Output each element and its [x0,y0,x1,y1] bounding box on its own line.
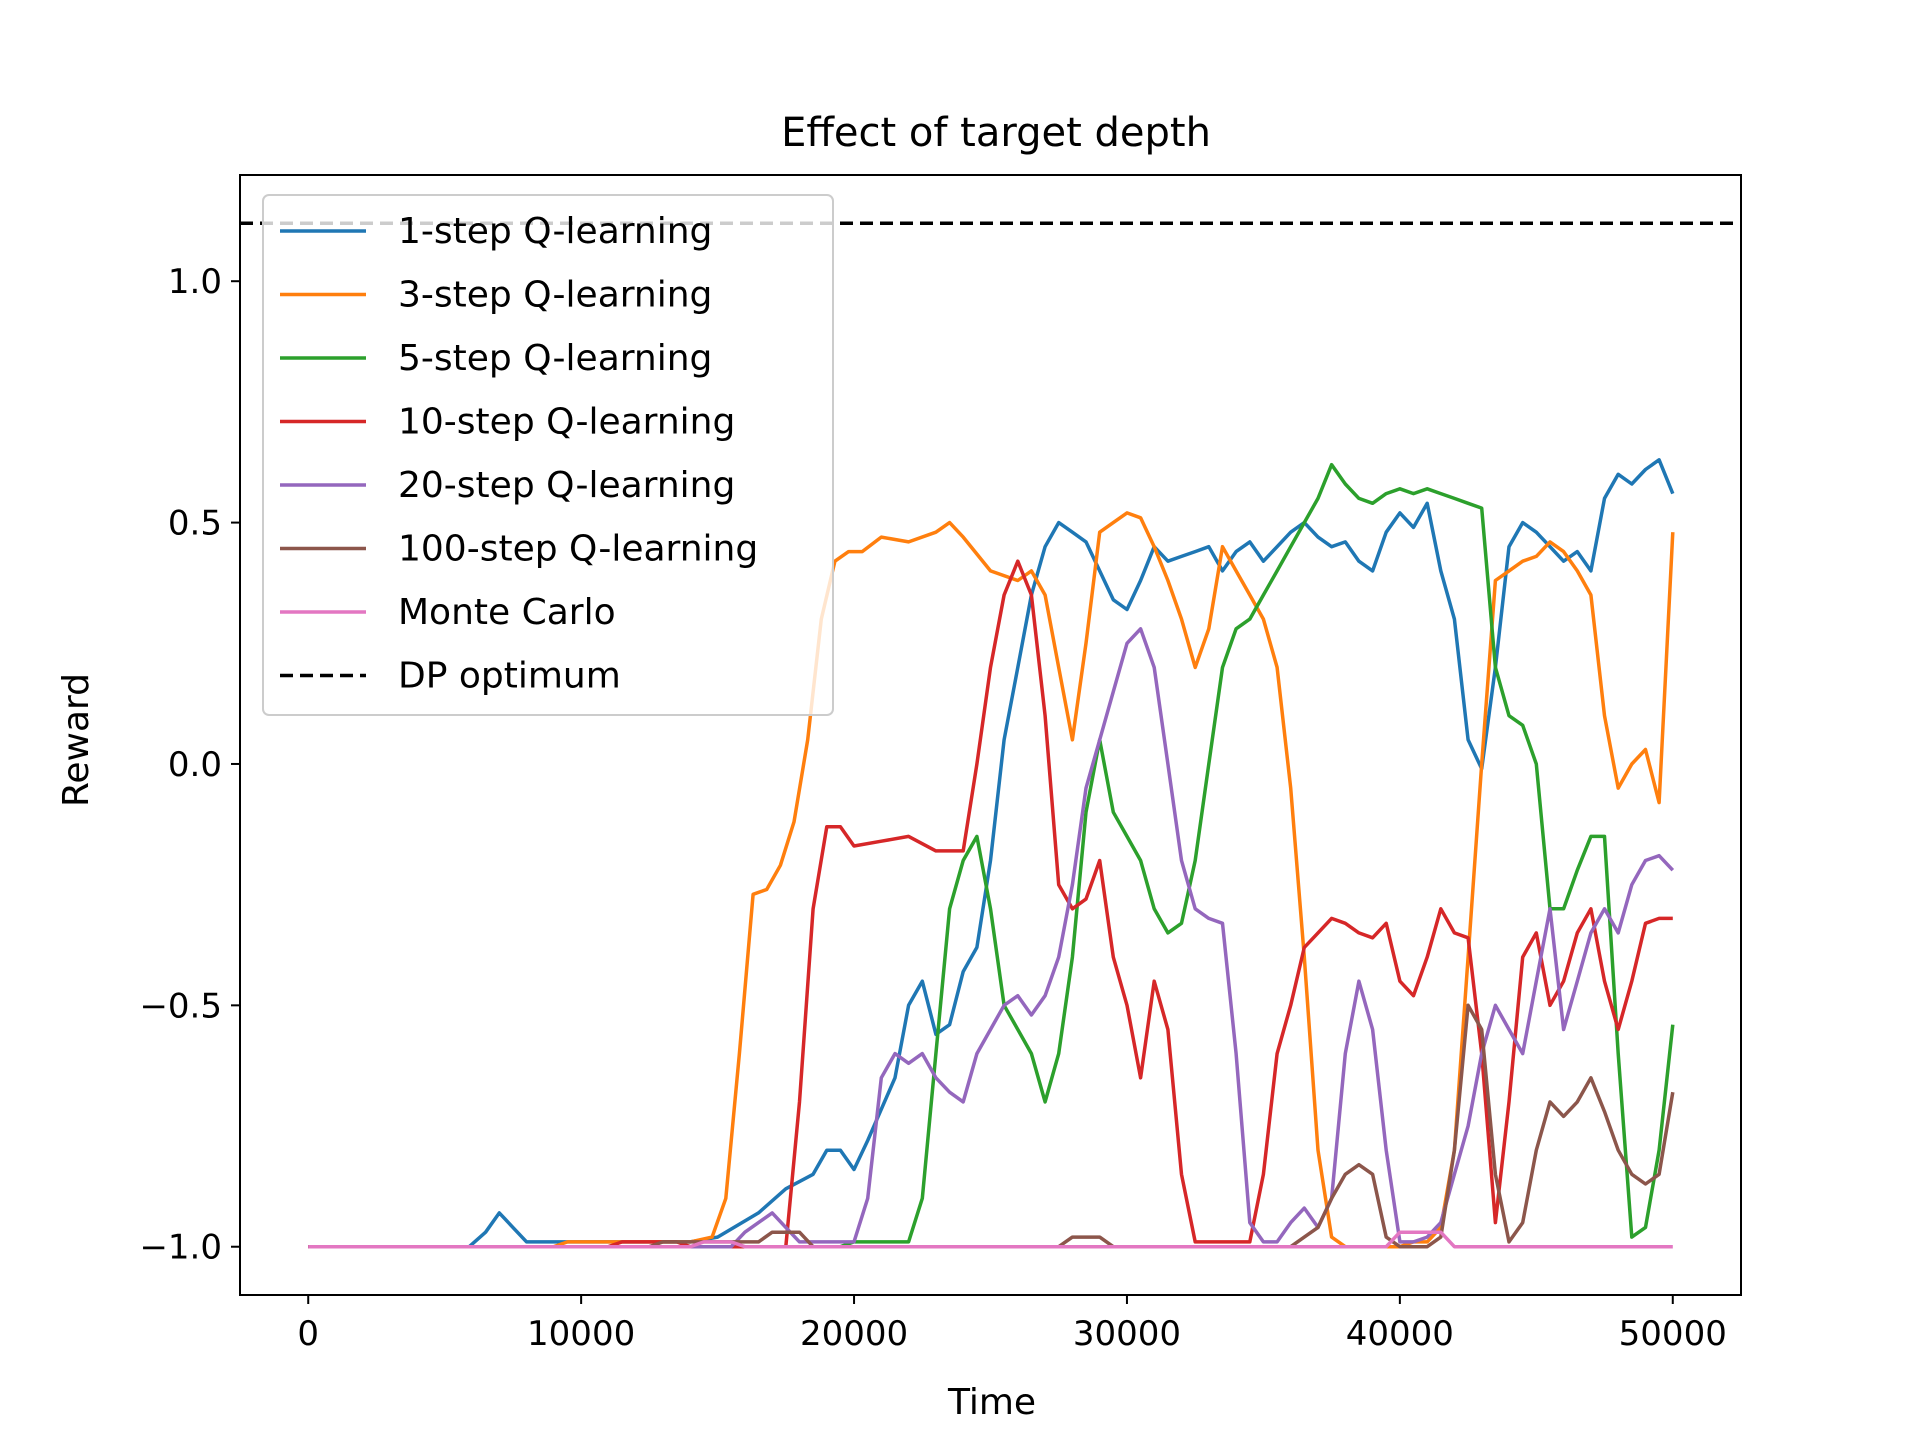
legend-item-100-step-q-learning: 100-step Q-learning [280,529,758,570]
x-axis-label: Time [947,1382,1036,1423]
x-tick-label: 40000 [1346,1314,1454,1354]
x-axis: 0 10000 20000 30000 40000 50000 [297,1295,1727,1354]
y-tick-label: 1.0 [168,262,222,302]
legend-item-20-step-q-learning: 20-step Q-learning [280,465,735,506]
legend-item-5-step-q-learning: 5-step Q-learning [280,338,712,379]
y-tick-label: −1.0 [139,1228,222,1268]
x-tick-label: 10000 [527,1314,635,1354]
series-line-monte-carlo [308,1230,1673,1249]
y-axis: −1.0 −0.5 0.0 0.5 1.0 [139,262,240,1268]
series-line-20-step-q-learning [308,627,1675,1249]
legend-label: Monte Carlo [398,592,616,633]
legend-label: 1-step Q-learning [398,211,712,252]
y-tick-label: −0.5 [139,986,222,1026]
y-tick-label: 0.5 [168,504,222,544]
legend-label: 100-step Q-learning [398,529,758,570]
series-line-5-step-q-learning [308,462,1675,1249]
series-line-100-step-q-learning [308,1003,1675,1249]
legend-item-dp-optimum: DP optimum [280,656,621,697]
legend-label: DP optimum [398,656,621,697]
legend: 1-step Q-learning 3-step Q-learning 5-step… [262,194,834,716]
legend-label: 20-step Q-learning [398,465,735,506]
x-tick-label: 30000 [1073,1314,1181,1354]
chart-title: Effect of target depth [781,110,1211,156]
legend-item-3-step-q-learning: 3-step Q-learning [280,275,712,316]
y-tick-label: 0.0 [168,745,222,785]
y-axis-label: Reward [56,673,97,807]
legend-item-1-step-q-learning: 1-step Q-learning [280,211,712,252]
plot-frame [239,174,1742,1296]
legend-label: 5-step Q-learning [398,338,712,379]
x-tick-label: 20000 [800,1314,908,1354]
x-tick-label: 0 [297,1314,319,1354]
series-line-10-step-q-learning [308,559,1673,1249]
legend-item-monte-carlo: Monte Carlo [280,592,616,633]
x-tick-label: 50000 [1619,1314,1727,1354]
legend-box [262,194,834,716]
legend-label: 3-step Q-learning [398,275,712,316]
legend-item-10-step-q-learning: 10-step Q-learning [280,402,735,443]
series-line-1-step-q-learning [308,458,1675,1249]
legend-label: 10-step Q-learning [398,402,735,443]
